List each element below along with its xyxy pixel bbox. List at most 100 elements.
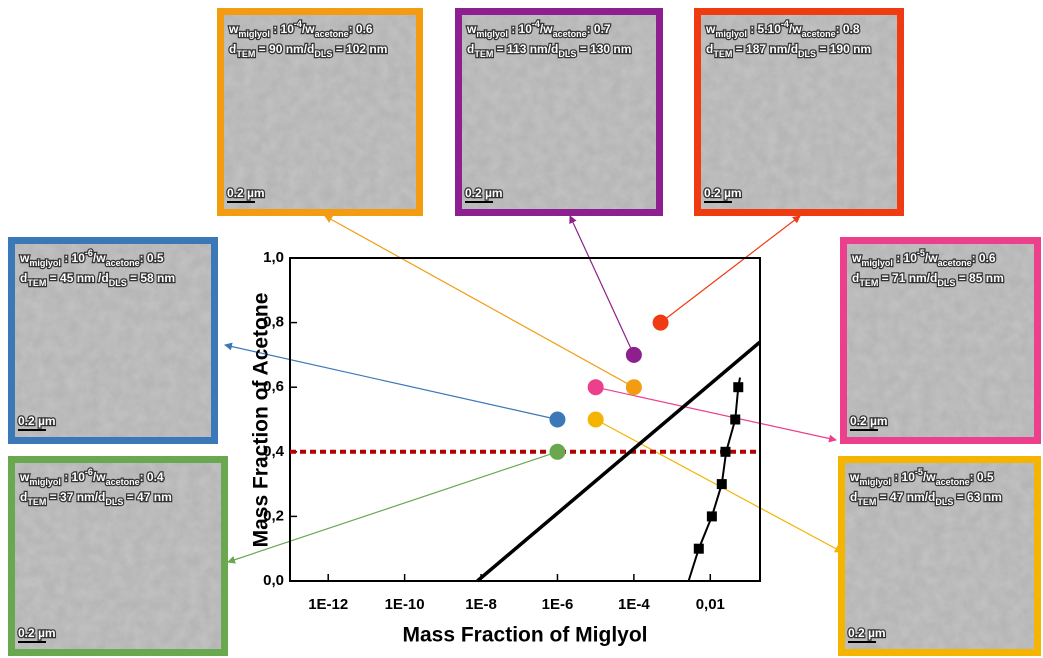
text-run: d [229, 42, 236, 56]
text-run: /w [540, 22, 553, 36]
text-run: /w [302, 22, 315, 36]
data-point [625, 346, 642, 363]
text-run: = 58 nm [127, 271, 175, 285]
text-run: -5 [917, 248, 925, 258]
data-point [587, 411, 604, 428]
text-run: miglyol [715, 29, 747, 39]
x-tick-label: 1E-12 [308, 596, 348, 613]
text-run: : 0.5 [970, 470, 994, 484]
text-run: : 5.10 [747, 22, 781, 36]
text-run: DLS [937, 278, 955, 288]
panel-diameters: dTEM = 187 nm/dDLS = 190 nm [706, 42, 871, 59]
text-run: miglyol [476, 29, 508, 39]
panel-diameters: dTEM = 90 nm/dDLS = 102 nm [229, 42, 387, 59]
text-run: = 85 nm [955, 271, 1003, 285]
text-run: w [851, 251, 862, 265]
tem-panel: wmiglyol : 10-6/wacetone: 0.5 dTEM = 45 n… [8, 237, 218, 444]
text-run: : 0.7 [587, 22, 611, 36]
text-run: -5 [915, 467, 923, 477]
y-tick-label: 1,0 [263, 249, 284, 266]
text-run: : 10 [891, 470, 915, 484]
connector [324, 215, 635, 388]
text-run: acetone [106, 258, 140, 268]
tem-image [845, 463, 1034, 649]
x-tick-label: 0,01 [696, 596, 725, 613]
text-run: : 0.8 [836, 22, 860, 36]
text-run: d [850, 490, 857, 504]
text-run: = 71 nm/d [878, 271, 937, 285]
text-run: acetone [106, 477, 140, 487]
panel-composition: wmiglyol : 10-6/wacetone: 0.4 [19, 467, 164, 487]
text-run: acetone [315, 29, 349, 39]
panel-diameters: dTEM = 113 nm/dDLS = 130 nm [467, 42, 631, 59]
text-run: = 45 nm /d [46, 271, 108, 285]
text-run: w [19, 470, 30, 484]
text-run: acetone [802, 29, 836, 39]
text-run: miglyol [29, 477, 61, 487]
text-run: = 130 nm [576, 42, 631, 56]
text-run: d [20, 271, 27, 285]
text-run: : 0.6 [349, 22, 373, 36]
tem-panel: wmiglyol : 10-4/wacetone: 0.6 dTEM = 90 n… [217, 8, 423, 216]
x-axis-label: Mass Fraction of Miglyol [402, 624, 647, 647]
boundary-line [476, 340, 762, 583]
connector [569, 215, 635, 356]
scale-bar-label: 0.2 µm [18, 626, 56, 640]
y-tick-label: 0,0 [263, 572, 284, 589]
panel-diameters: dTEM = 71 nm/dDLS = 85 nm [852, 271, 1004, 288]
text-run: miglyol [859, 477, 891, 487]
text-run: w [228, 22, 239, 36]
scale-bar-label: 0.2 µm [465, 186, 503, 200]
data-point [625, 379, 642, 396]
text-run: miglyol [29, 258, 61, 268]
text-run: = 102 nm [332, 42, 387, 56]
scale-bar-label: 0.2 µm [850, 414, 888, 428]
text-run: miglyol [861, 258, 893, 268]
data-point [652, 314, 669, 331]
data-point [549, 411, 566, 428]
tem-panel: wmiglyol : 10-5/wacetone: 0.6 dTEM = 71 n… [840, 237, 1041, 444]
square-marker [730, 414, 741, 425]
text-run: : 10 [61, 251, 85, 265]
text-run: = 187 nm/d [732, 42, 798, 56]
text-run: : 10 [893, 251, 917, 265]
text-run: w [849, 470, 860, 484]
tem-image [701, 15, 897, 209]
text-run: : 0.4 [140, 470, 164, 484]
text-run: acetone [938, 258, 972, 268]
tem-panel: wmiglyol : 10-5/wacetone: 0.5 dTEM = 47 n… [838, 456, 1041, 656]
panel-diameters: dTEM = 45 nm /dDLS = 58 nm [20, 271, 175, 288]
text-run: DLS [935, 497, 953, 507]
data-point [549, 443, 566, 460]
tem-image [847, 244, 1034, 437]
panel-diameters: dTEM = 37 nm/dDLS = 47 nm [20, 490, 172, 507]
x-tick-label: 1E-10 [385, 596, 425, 613]
y-tick-label: 0,6 [263, 378, 284, 395]
text-run: -4 [294, 19, 302, 29]
text-run: = 63 nm [953, 490, 1001, 504]
panel-diameters: dTEM = 47 nm/dDLS = 63 nm [850, 490, 1002, 507]
tem-image [15, 463, 221, 649]
text-run: miglyol [238, 29, 270, 39]
panel-composition: wmiglyol : 10-5/wacetone: 0.6 [851, 248, 996, 268]
x-tick-label: 1E-6 [542, 596, 574, 613]
text-run: /w [923, 470, 936, 484]
connector [224, 342, 558, 421]
text-run: DLS [558, 49, 576, 59]
tem-image [224, 15, 416, 209]
scale-bar-label: 0.2 µm [848, 626, 886, 640]
text-run: acetone [553, 29, 587, 39]
text-run: /w [789, 22, 802, 36]
y-tick-label: 0,2 [263, 507, 284, 524]
tem-image [15, 244, 211, 437]
text-run: TEM [27, 497, 46, 507]
text-run: DLS [105, 497, 123, 507]
data-point [587, 379, 604, 396]
connector [227, 451, 558, 564]
text-run: DLS [314, 49, 332, 59]
text-run: w [705, 22, 716, 36]
y-axis-label: Mass Fraction of Acetone [250, 293, 273, 548]
text-run: : 10 [270, 22, 294, 36]
text-run: TEM [474, 49, 493, 59]
